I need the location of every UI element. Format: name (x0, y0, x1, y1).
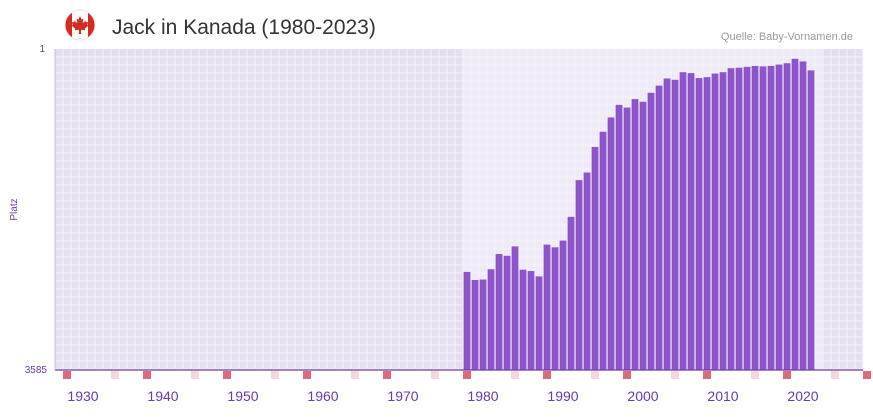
x-tick-label: 1950 (227, 388, 258, 404)
bar[interactable] (639, 101, 647, 370)
bar[interactable] (759, 66, 767, 370)
bar[interactable] (623, 107, 631, 370)
year-marker-major (863, 371, 871, 379)
year-marker-minor (111, 371, 119, 379)
bar[interactable] (599, 131, 607, 370)
x-tick-label: 1970 (387, 388, 418, 404)
year-marker-minor (591, 371, 599, 379)
bar[interactable] (791, 58, 799, 370)
year-marker-minor (831, 371, 839, 379)
year-marker-minor (431, 371, 439, 379)
y-axis-label: Platz (9, 198, 20, 220)
bar[interactable] (711, 73, 719, 370)
x-tick-label: 2010 (707, 388, 738, 404)
year-marker-minor (191, 371, 199, 379)
bar[interactable] (567, 216, 575, 370)
bar[interactable] (783, 63, 791, 371)
bar[interactable] (591, 146, 599, 370)
bar[interactable] (535, 276, 543, 370)
bar[interactable] (703, 77, 711, 371)
year-marker-major (223, 371, 231, 379)
bar[interactable] (687, 73, 695, 370)
bar[interactable] (679, 72, 687, 370)
bar[interactable] (663, 78, 671, 370)
bar[interactable] (655, 85, 663, 370)
y-tick-top: 1 (39, 44, 45, 55)
bar[interactable] (807, 70, 815, 370)
x-tick-label: 1940 (147, 388, 178, 404)
year-marker-major (783, 371, 791, 379)
year-marker-major (463, 371, 471, 379)
bar[interactable] (695, 78, 703, 371)
x-tick-label: 2020 (787, 388, 818, 404)
page-title: Jack in Kanada (1980-2023) (112, 16, 376, 39)
source-credit: Quelle: Baby-Vornamen.de (721, 31, 853, 43)
x-axis-ticks: 1930 1940 1950 1960 1970 1980 1990 2000 2010 2020 (63, 371, 871, 404)
bar[interactable] (463, 271, 471, 370)
bar[interactable] (479, 279, 487, 370)
bar[interactable] (495, 254, 503, 370)
bar[interactable] (767, 65, 775, 371)
bar-series (463, 58, 815, 371)
bar[interactable] (607, 117, 615, 371)
year-marker-minor (671, 371, 679, 379)
year-marker-minor (271, 371, 279, 379)
bar[interactable] (751, 65, 759, 371)
bar[interactable] (519, 269, 527, 370)
year-marker-major (383, 371, 391, 379)
y-tick-bottom: 3585 (25, 365, 48, 376)
bar[interactable] (615, 104, 623, 370)
year-marker-major (63, 371, 71, 379)
bar[interactable] (559, 240, 567, 370)
year-marker-minor (351, 371, 359, 379)
x-tick-label: 2000 (627, 388, 658, 404)
x-tick-label: 1960 (307, 388, 338, 404)
bar[interactable] (511, 246, 519, 370)
year-marker-major (303, 371, 311, 379)
year-marker-minor (511, 371, 519, 379)
bar[interactable] (543, 244, 551, 370)
bar[interactable] (647, 92, 655, 371)
year-marker-minor (751, 371, 759, 379)
bar[interactable] (719, 72, 727, 370)
bar[interactable] (575, 180, 583, 370)
bar[interactable] (503, 255, 511, 370)
bar[interactable] (743, 66, 751, 370)
bar[interactable] (471, 279, 479, 370)
bar[interactable] (799, 61, 807, 370)
bar[interactable] (487, 269, 495, 370)
bar[interactable] (551, 247, 559, 370)
year-marker-major (623, 371, 631, 379)
bar[interactable] (631, 99, 639, 370)
year-marker-major (143, 371, 151, 379)
canada-flag-icon (64, 9, 96, 41)
bar[interactable] (671, 79, 679, 370)
year-marker-major (543, 371, 551, 379)
year-marker-major (703, 371, 711, 379)
x-tick-label: 1990 (547, 388, 578, 404)
bar[interactable] (527, 271, 535, 370)
bar[interactable] (727, 68, 735, 371)
bar[interactable] (583, 172, 591, 370)
bar[interactable] (735, 67, 743, 370)
x-tick-label: 1980 (467, 388, 498, 404)
bar[interactable] (775, 64, 783, 370)
x-tick-label: 1930 (67, 388, 98, 404)
